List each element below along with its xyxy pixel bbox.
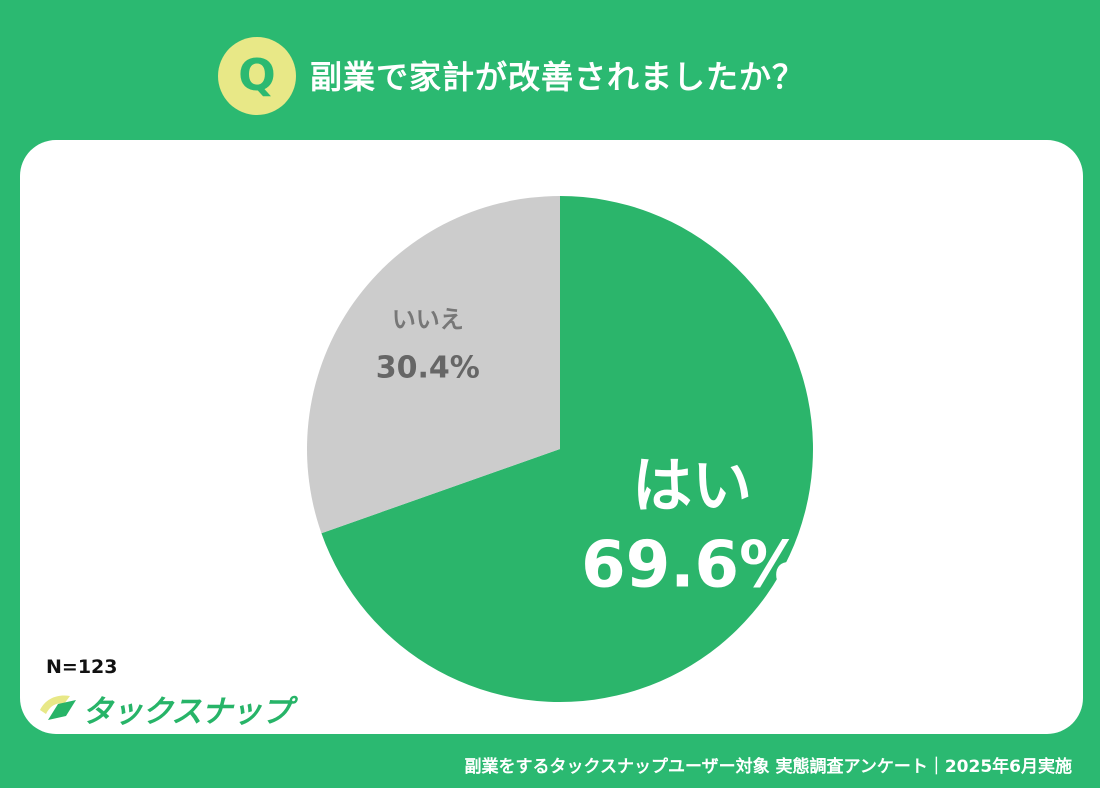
pie-slice-no <box>307 196 560 534</box>
sample-size: N=123 <box>46 656 118 678</box>
slice-value-no: 30.4% <box>376 350 480 385</box>
brand-mark-icon <box>40 695 76 720</box>
pie-slice-yes <box>321 196 814 702</box>
brand-logo: タックスナップ <box>36 688 292 730</box>
slice-value-yes: 69.6% <box>581 529 803 603</box>
slice-label-yes: はい <box>632 452 752 522</box>
q-badge-letter: Q <box>238 50 276 101</box>
survey-footer: 副業をするタックスナップユーザー対象 実態調査アンケート｜2025年6月実施 <box>464 757 1072 777</box>
question-title: 副業で家計が改善されましたか？ <box>310 58 806 96</box>
header: Q 副業で家計が改善されましたか？ <box>0 0 1100 140</box>
slice-label-no: いいえ <box>392 305 464 333</box>
brand-name: タックスナップ <box>82 693 292 730</box>
q-badge: Q <box>218 37 296 115</box>
